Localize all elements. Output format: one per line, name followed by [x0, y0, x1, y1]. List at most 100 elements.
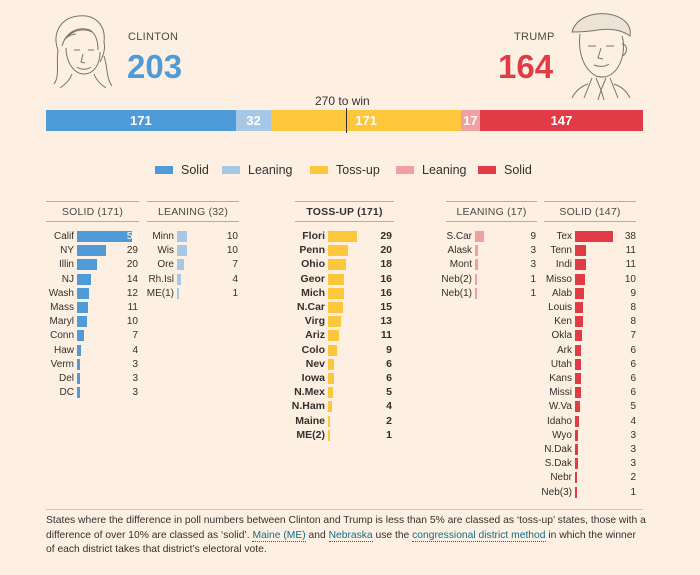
state-row: Tenn 11 [0, 244, 700, 257]
state-bar [328, 273, 344, 285]
trump-portrait [571, 13, 631, 101]
state-bar [475, 231, 484, 242]
nebraska-link[interactable]: Nebraska [328, 529, 373, 542]
state-label: Conn [50, 330, 74, 342]
state-bar [77, 344, 81, 356]
state-value: 3 [630, 458, 636, 470]
state-value: 13 [380, 315, 392, 328]
state-row: Maryl 10 [0, 315, 700, 328]
state-bar [575, 330, 582, 342]
state-value: 2 [630, 472, 636, 484]
state-value: 55 [126, 231, 138, 242]
state-bar [77, 330, 84, 342]
state-row: Wash 12 [0, 287, 700, 300]
state-value: 3 [630, 429, 636, 441]
state-bar [77, 316, 87, 328]
state-label: Ohio [301, 258, 325, 271]
legend-label: Solid [504, 163, 532, 177]
state-bar [575, 287, 584, 299]
state-bar [575, 415, 579, 427]
state-label: Mass [50, 302, 74, 313]
state-label: Rh.Isl [148, 273, 174, 285]
state-bar [328, 401, 332, 413]
state-value: 3 [132, 358, 138, 370]
state-label: Iowa [301, 372, 325, 384]
state-row: Tex 38 [0, 230, 700, 243]
state-label: Okla [551, 330, 572, 342]
state-value: 7 [232, 259, 238, 271]
legend-label: Leaning [248, 163, 293, 177]
state-row: Utah 6 [0, 358, 700, 371]
footnote-text-1: States where the difference in poll numb… [46, 515, 646, 541]
state-bar [575, 444, 578, 455]
state-value: 1 [530, 287, 536, 299]
state-row: Verm 3 [0, 358, 700, 371]
state-value: 5 [386, 386, 392, 399]
state-label: Wash [48, 287, 74, 299]
state-bar [177, 287, 179, 299]
state-value: 20 [126, 259, 138, 271]
state-value: 11 [625, 259, 636, 271]
state-label: Del [58, 373, 74, 384]
state-label: W.Va [548, 401, 572, 413]
congressional-district-link[interactable]: congressional district method [412, 529, 546, 542]
state-row: Ark 6 [0, 344, 700, 357]
state-value: 10 [624, 273, 636, 285]
maine-link[interactable]: Maine (ME) [252, 529, 306, 542]
state-row: Neb(2) 1 [0, 273, 700, 286]
state-label: S.Car [446, 231, 472, 242]
state-value: 16 [380, 272, 392, 285]
state-row: Illin 20 [0, 258, 700, 271]
state-bar [475, 287, 477, 299]
clinton-name: CLINTON [128, 31, 179, 43]
state-label: Misso [545, 273, 572, 285]
state-label: Colo [301, 343, 325, 356]
state-label: Flori [302, 230, 325, 242]
state-value: 15 [380, 301, 392, 313]
state-row: Indi 11 [0, 258, 700, 271]
state-row: Conn 7 [0, 329, 700, 342]
state-value: 14 [126, 273, 138, 285]
summary-segment-tossup: 171 [271, 110, 461, 131]
state-bar [575, 387, 581, 399]
column-header-solid-trump: SOLID (147) [544, 201, 636, 222]
state-label: Mont [449, 259, 472, 271]
state-label: Ark [557, 344, 572, 356]
state-row: Maine 2 [0, 415, 700, 428]
state-bar [575, 458, 578, 470]
state-row: N.Dak 3 [0, 443, 700, 456]
state-row: S.Car 9 [0, 230, 700, 243]
clinton-vote-total: 203 [127, 48, 183, 85]
state-label: NJ [61, 273, 74, 285]
state-bar [575, 358, 581, 370]
state-value: 16 [380, 286, 392, 299]
state-label: N.Mex [294, 386, 325, 399]
state-row: Geor 16 [0, 273, 700, 286]
state-label: Nev [305, 357, 325, 370]
state-row: Wis 10 [0, 244, 700, 257]
state-value: 3 [530, 259, 536, 271]
state-bar [475, 245, 478, 257]
column-header-leaning-trump: LEANING (17) [446, 201, 537, 222]
state-label: Louis [548, 302, 572, 313]
legend-swatch [310, 166, 328, 174]
state-label: N.Car [296, 301, 325, 313]
state-value: 8 [630, 316, 636, 328]
state-row: Alab 9 [0, 287, 700, 300]
state-bar [575, 231, 613, 242]
state-bar [177, 273, 181, 285]
state-value: 9 [530, 231, 536, 242]
state-label: Utah [550, 358, 572, 370]
state-value: 2 [386, 414, 392, 427]
to-win-marker [345, 108, 347, 133]
state-bar [575, 273, 585, 285]
state-label: Ken [554, 316, 572, 328]
state-row: Del 3 [0, 372, 700, 385]
state-label: ME(1) [146, 287, 174, 299]
state-row: Ore 7 [0, 258, 700, 271]
column-header-leaning-clinton: LEANING (32) [147, 201, 239, 222]
summary-segment-solid-clinton: 171 [46, 110, 236, 131]
legend-label: Toss-up [336, 163, 380, 177]
footnote: States where the difference in poll numb… [46, 514, 646, 558]
state-value: 1 [232, 287, 238, 299]
